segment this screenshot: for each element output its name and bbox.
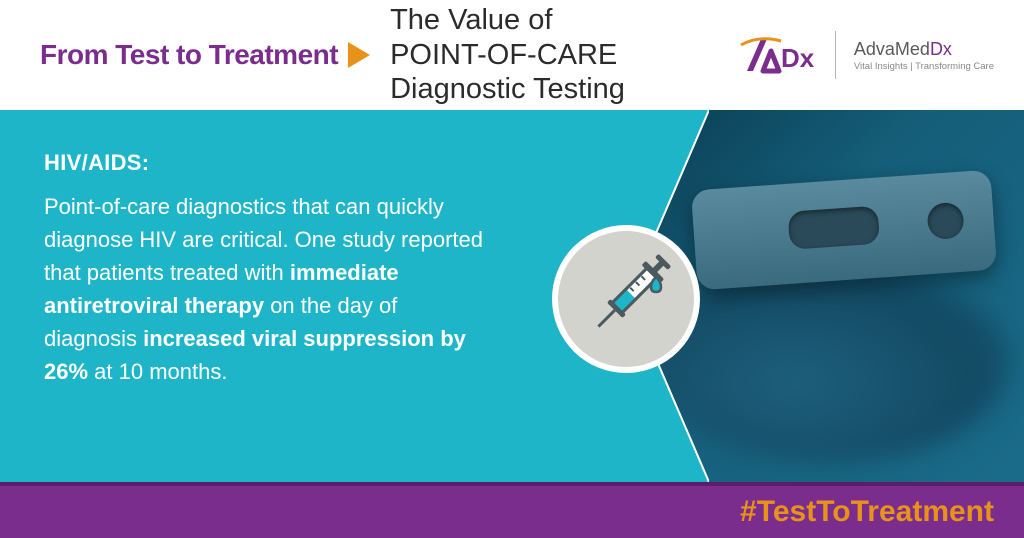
text-part-3: at 10 months. <box>88 359 227 384</box>
logo-name: AdvaMedDx <box>854 39 994 60</box>
logo-name-suffix: Dx <box>930 39 952 59</box>
syringe-icon <box>552 225 700 373</box>
logo-block: Dx AdvaMedDx Vital Insights | Transformi… <box>739 31 994 79</box>
device-well <box>926 202 964 240</box>
footer: #TestToTreatment <box>0 482 1024 538</box>
disease-label: HIV/AIDS: <box>44 150 610 176</box>
tagline: From Test to Treatment <box>40 39 338 71</box>
arrow-icon <box>348 42 370 68</box>
title-line-2: POINT-OF-CARE <box>390 38 739 73</box>
device-window <box>788 206 880 250</box>
header: From Test to Treatment The Value of POIN… <box>0 0 1024 110</box>
title-line-1: The Value of <box>390 3 739 38</box>
logo-text: AdvaMedDx Vital Insights | Transforming … <box>854 39 994 72</box>
hashtag: #TestToTreatment <box>740 495 994 529</box>
test-device <box>691 170 997 291</box>
svg-text:Dx: Dx <box>781 43 815 73</box>
title-line-3: Diagnostic Testing <box>390 72 739 107</box>
body-text: Point-of-care diagnostics that can quick… <box>44 190 494 388</box>
text-part-1: Point-of-care diagnostics that can quick… <box>44 194 483 285</box>
content-area: HIV/AIDS: Point-of-care diagnostics that… <box>0 110 630 482</box>
title-block: The Value of POINT-OF-CARE Diagnostic Te… <box>390 3 739 107</box>
main-panel: HIV/AIDS: Point-of-care diagnostics that… <box>0 110 1024 482</box>
logo-divider <box>835 31 836 79</box>
logo-mark-icon: Dx <box>739 31 817 79</box>
logo-name-prefix: AdvaMed <box>854 39 930 59</box>
logo-subtitle: Vital Insights | Transforming Care <box>854 61 994 72</box>
tagline-block: From Test to Treatment <box>40 39 370 71</box>
